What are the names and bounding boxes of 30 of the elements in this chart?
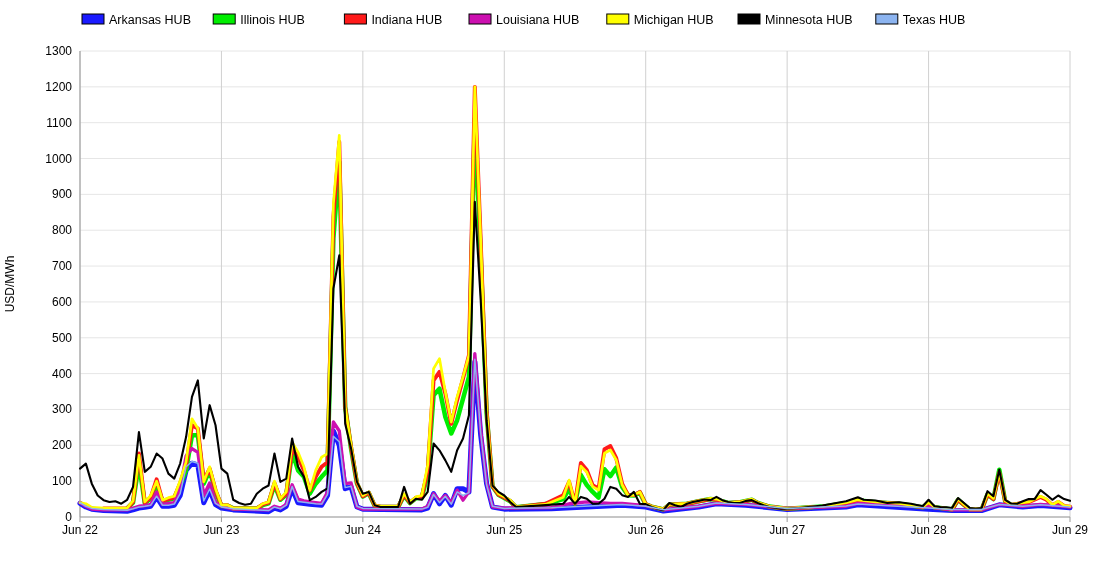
y-tick-label: 1000 [45, 151, 73, 166]
y-tick-label: 600 [51, 294, 73, 309]
legend-label: Minnesota HUB [765, 12, 853, 27]
y-tick-label: 900 [51, 187, 73, 202]
legend-label: Arkansas HUB [109, 12, 191, 27]
y-tick-label: 1100 [46, 115, 73, 130]
y-tick-label: 300 [51, 402, 73, 417]
x-tick-label: Jun 24 [344, 523, 382, 537]
x-tick-label: Jun 28 [910, 523, 947, 537]
x-tick-label: Jun 23 [203, 523, 240, 537]
legend-label: Texas HUB [902, 12, 966, 27]
y-tick-label: 800 [51, 223, 73, 238]
y-axis-title: USD/MWh [3, 255, 17, 313]
y-tick-label: 0 [65, 510, 73, 524]
x-tick-label: Jun 26 [627, 523, 665, 537]
y-tick-label: 100 [51, 474, 73, 489]
legend-label: Michigan HUB [633, 12, 714, 27]
y-tick-label: 1300 [45, 44, 73, 58]
y-tick-label: 500 [51, 330, 73, 345]
legend-label: Indiana HUB [371, 12, 443, 27]
y-tick-label: 400 [51, 366, 73, 381]
y-tick-label: 1200 [45, 79, 73, 94]
y-tick-label: 700 [51, 259, 73, 274]
x-tick-label: Jun 25 [486, 523, 523, 537]
legend-label: Louisiana HUB [496, 12, 580, 27]
x-tick-label: Jun 27 [769, 523, 806, 537]
x-tick-label: Jun 29 [1051, 523, 1089, 537]
x-tick-label: Jun 22 [61, 523, 99, 537]
y-tick-label: 200 [51, 438, 73, 453]
legend-label: Illinois HUB [240, 12, 305, 27]
